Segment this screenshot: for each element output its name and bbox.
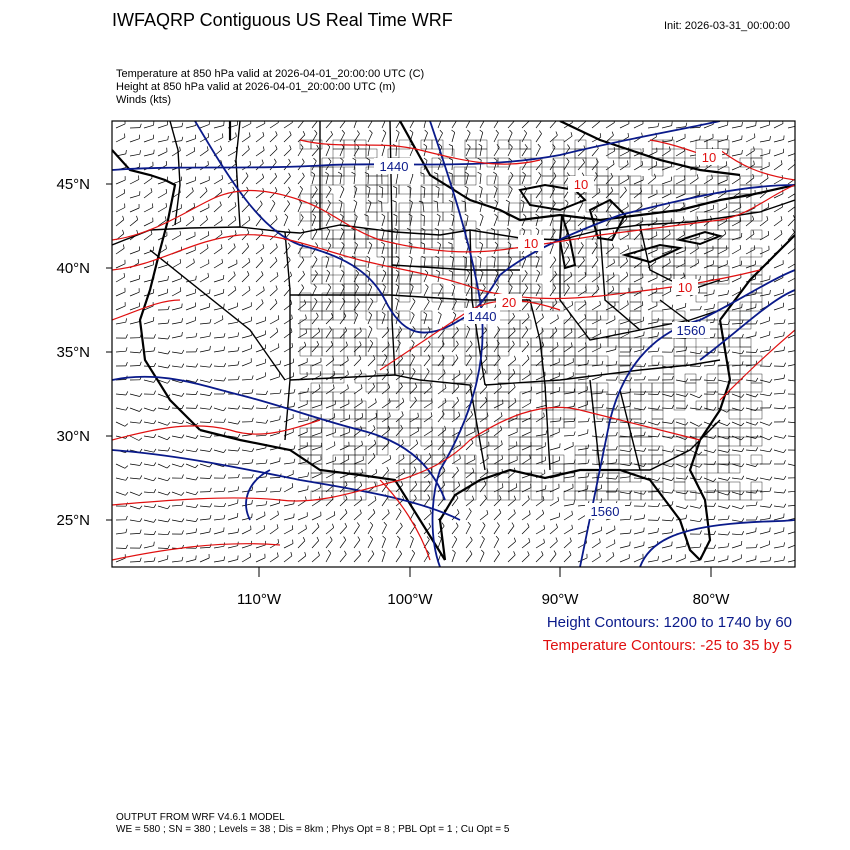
- latitude-label: 25°N: [56, 512, 90, 529]
- latitude-label: 45°N: [56, 176, 90, 193]
- temperature-contour-labels: 10 10 10 10 20: [496, 149, 722, 310]
- state-boundaries: [112, 121, 795, 471]
- temperature-contour-label: 10: [678, 280, 692, 295]
- longitude-label: 100°W: [387, 591, 433, 608]
- height-contour-label: 1560: [591, 504, 620, 519]
- longitude-axis: 110°W 100°W 90°W 80°W: [237, 567, 730, 608]
- longitude-label: 110°W: [237, 591, 282, 608]
- height-contour-label: 1440: [380, 159, 409, 174]
- height-contours-legend: Height Contours: 1200 to 1740 by 60: [546, 614, 792, 631]
- coastline: [112, 121, 795, 561]
- latitude-axis: 45°N 40°N 35°N 30°N 25°N: [56, 176, 112, 529]
- model-footer: OUTPUT FROM WRF V4.6.1 MODEL: [116, 812, 285, 823]
- temperature-contour-label: 20: [502, 295, 516, 310]
- map-frame: [111, 120, 796, 568]
- height-contour-label: 1560: [677, 323, 706, 338]
- model-config-footer: WE = 580 ; SN = 380 ; Levels = 38 ; Dis …: [116, 824, 510, 835]
- height-field-label: Height at 850 hPa valid at 2026-04-01_20…: [116, 81, 396, 93]
- longitude-label: 80°W: [693, 591, 731, 608]
- temperature-contour-label: 10: [574, 177, 588, 192]
- temperature-contour-label: 10: [524, 236, 538, 251]
- latitude-label: 30°N: [56, 428, 90, 445]
- winds-field-label: Winds (kts): [116, 94, 171, 106]
- init-time: Init: 2026-03-31_00:00:00: [664, 20, 790, 32]
- wind-barbs: [115, 121, 795, 563]
- temperature-field-label: Temperature at 850 hPa valid at 2026-04-…: [116, 68, 425, 80]
- temperature-contour-label: 10: [702, 150, 716, 165]
- county-boundaries: [299, 139, 763, 501]
- latitude-label: 40°N: [56, 260, 90, 277]
- latitude-label: 35°N: [56, 344, 90, 361]
- map-title: IWFAQRP Contiguous US Real Time WRF: [112, 10, 453, 30]
- height-contour-labels: 1440 1440 1560 1560: [374, 158, 710, 519]
- temperature-contours-legend: Temperature Contours: -25 to 35 by 5: [542, 637, 792, 654]
- longitude-label: 90°W: [542, 591, 580, 608]
- height-contour-label: 1440: [468, 309, 497, 324]
- temperature-contours: [112, 139, 795, 561]
